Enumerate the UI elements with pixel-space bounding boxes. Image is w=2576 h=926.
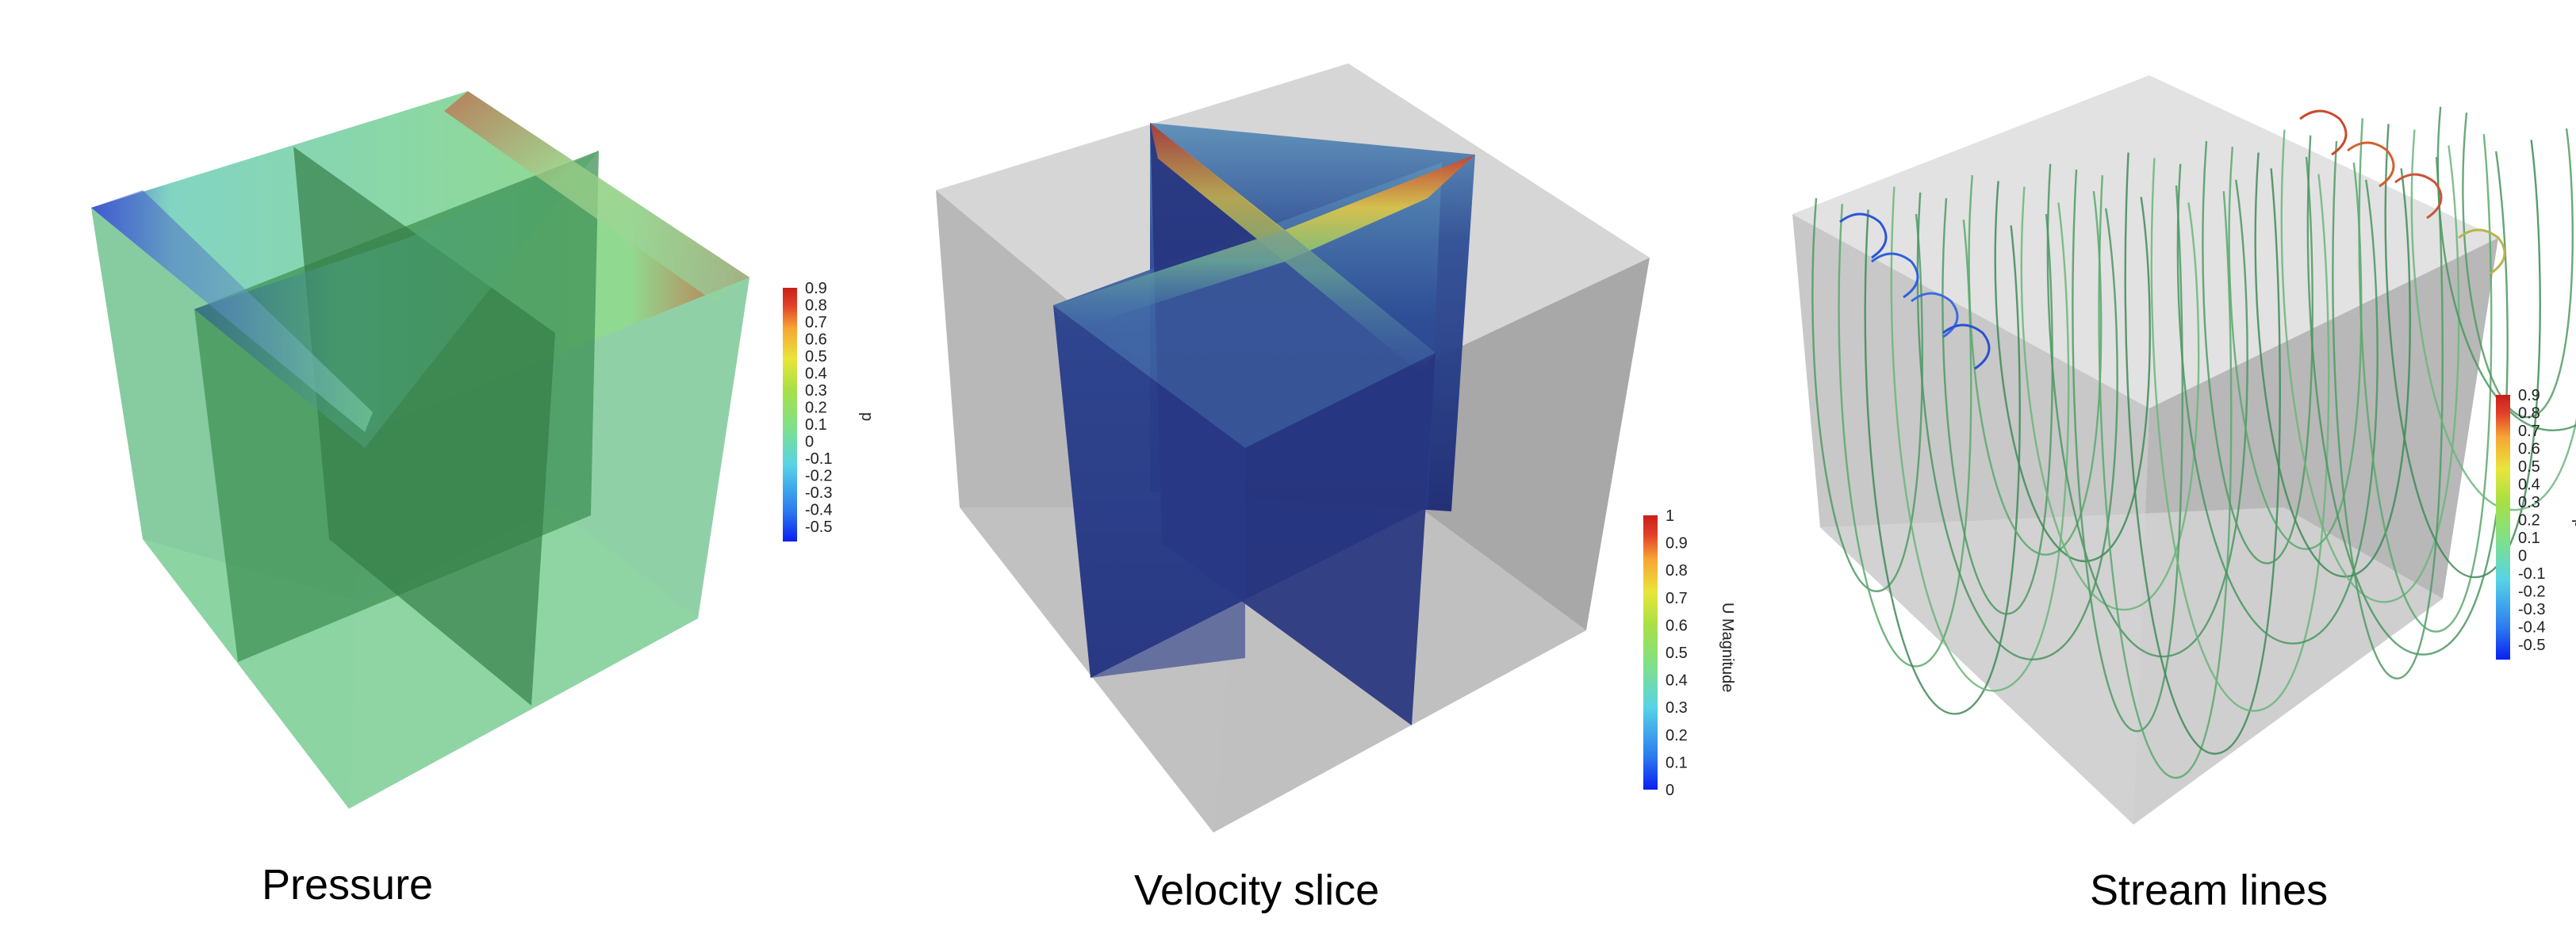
streamline [2098, 175, 2233, 779]
pressure-box-left-edge [91, 190, 373, 432]
colorbar-tick: 0.5 [805, 348, 827, 365]
colorbar-tick: 0.1 [2518, 530, 2540, 547]
pressure-caption: Pressure [262, 861, 434, 909]
streamline [2462, 112, 2574, 419]
streamline [2202, 140, 2313, 564]
pressure-colorbar-gradient [783, 288, 797, 541]
colorbar-tick: -0.1 [805, 450, 832, 468]
colorbar-tick: 0.3 [805, 382, 827, 400]
streamlines-box-floor [1820, 507, 2443, 825]
streamline [2254, 152, 2411, 578]
colorbar-tick: -0.3 [805, 484, 832, 502]
colorbar-tick: 0.2 [1666, 727, 1688, 744]
velocity-colorbar-gradient [1643, 515, 1658, 790]
colorbar-tick: -0.5 [805, 518, 832, 536]
colorbar-tick: 0.2 [805, 400, 827, 417]
streamlines-caption: Stream lines [2090, 867, 2329, 914]
streamline [1890, 186, 2070, 692]
streamline [1994, 181, 2151, 563]
colorbar-tick: 0.5 [2518, 458, 2540, 476]
colorbar-tick: 0.4 [2518, 476, 2540, 494]
colorbar-tick: 0.9 [805, 281, 827, 297]
pressure-colorbar-title: p [858, 412, 876, 421]
pressure-colorbar: 0.9 0.8 0.7 0.6 0.5 0.4 0.3 0.2 0.1 0 -0… [783, 281, 876, 541]
streamline [2046, 163, 2248, 658]
colorbar-tick: 0.6 [805, 331, 827, 349]
colorbar-tick: 0.6 [1666, 617, 1688, 634]
streamline [1811, 197, 1923, 592]
colorbar-tick: 0.7 [2518, 423, 2540, 440]
colorbar-tick: 0 [1666, 782, 1674, 799]
streamline [2384, 124, 2541, 579]
colorbar-tick: 0.8 [1666, 562, 1688, 580]
streamlines-colorbar-ticks: 0.9 0.8 0.7 0.6 0.5 0.4 0.3 0.2 0.1 0 -0… [2518, 388, 2545, 654]
streamlines-colorbar-title: p [2571, 519, 2576, 528]
colorbar-tick: -0.3 [2518, 601, 2545, 618]
streamline [2332, 140, 2444, 679]
streamline-accent [2458, 228, 2506, 275]
velocity-colorbar-ticks: 1 0.9 0.8 0.7 0.6 0.5 0.4 0.3 0.2 0.1 0 [1666, 507, 1688, 799]
pressure-panel: 0.9 0.8 0.7 0.6 0.5 0.4 0.3 0.2 0.1 0 -0… [0, 0, 876, 926]
colorbar-tick: -0.4 [805, 502, 832, 519]
velocity-slice-slab [1053, 305, 1245, 678]
colorbar-tick: 0 [2518, 548, 2527, 565]
colorbar-tick: -0.4 [2518, 619, 2545, 637]
streamlines-panel: 0.9 0.8 0.7 0.6 0.5 0.4 0.3 0.2 0.1 0 -0… [1745, 0, 2576, 926]
colorbar-tick: 0.3 [1666, 699, 1688, 717]
streamlines-cube-render [1792, 75, 2576, 825]
colorbar-tick: 0.8 [2518, 405, 2540, 423]
velocity-slice-top-band-2 [1150, 123, 1436, 373]
streamlines-group [1811, 106, 2576, 779]
pressure-colorbar-ticks: 0.9 0.8 0.7 0.6 0.5 0.4 0.3 0.2 0.1 0 -0… [805, 281, 832, 536]
velocity-colorbar: 1 0.9 0.8 0.7 0.6 0.5 0.4 0.3 0.2 0.1 0 … [1643, 507, 1736, 799]
streamline [1838, 204, 1972, 668]
colorbar-tick: 1 [1666, 507, 1674, 525]
colorbar-tick: 0.9 [2518, 388, 2540, 404]
streamline [2306, 135, 2509, 656]
streamline [2124, 152, 2281, 755]
streamline [2020, 186, 2200, 611]
colorbar-tick: -0.2 [805, 468, 832, 485]
streamlines-colorbar-gradient [2496, 395, 2510, 660]
streamline [1864, 209, 2021, 715]
streamline-accent [2299, 109, 2348, 156]
streamline-accent [1839, 212, 1888, 259]
colorbar-tick: 0 [805, 434, 814, 451]
colorbar-tick: -0.2 [2518, 584, 2545, 601]
streamline [2358, 118, 2493, 633]
streamline [2150, 158, 2330, 712]
streamline [1968, 175, 2103, 556]
velocity-slice-slab-top [1053, 230, 1436, 448]
streamline [1916, 192, 2118, 660]
colorbar-tick: 0.8 [805, 297, 827, 315]
streamline-accent [2347, 141, 2395, 188]
colorbar-tick: 0.1 [1666, 754, 1688, 771]
streamline [2410, 129, 2576, 511]
colorbar-tick: 0.9 [1666, 535, 1688, 553]
colorbar-tick: 0.5 [1666, 645, 1688, 662]
colorbar-tick: 0.1 [805, 416, 827, 434]
colorbar-tick: 0.6 [2518, 441, 2540, 458]
colorbar-tick: 0.7 [805, 314, 827, 331]
colorbar-tick: -0.1 [2518, 565, 2545, 583]
streamline [2436, 106, 2576, 431]
velocity-panel: 1 0.9 0.8 0.7 0.6 0.5 0.4 0.3 0.2 0.1 0 … [872, 0, 1745, 926]
colorbar-tick: 0.7 [1666, 590, 1688, 607]
pressure-box-right-edge [444, 91, 749, 301]
velocity-caption: Velocity slice [1134, 867, 1380, 914]
streamline [2176, 163, 2379, 645]
colorbar-tick: -0.5 [2518, 637, 2545, 654]
velocity-cube-render [936, 63, 1650, 832]
streamline-accent [2394, 173, 2443, 220]
colorbar-tick: 0.4 [805, 365, 827, 383]
colorbar-tick: 0.2 [2518, 512, 2540, 530]
velocity-colorbar-title: U Magnitude [1719, 603, 1736, 692]
streamline-accent [1942, 323, 1991, 370]
colorbar-tick: 0.3 [2518, 494, 2540, 511]
streamline-accent [1871, 252, 1919, 299]
streamlines-colorbar: 0.9 0.8 0.7 0.6 0.5 0.4 0.3 0.2 0.1 0 -0… [2496, 388, 2576, 660]
pressure-cube-render [91, 91, 749, 809]
colorbar-tick: 0.4 [1666, 672, 1688, 690]
